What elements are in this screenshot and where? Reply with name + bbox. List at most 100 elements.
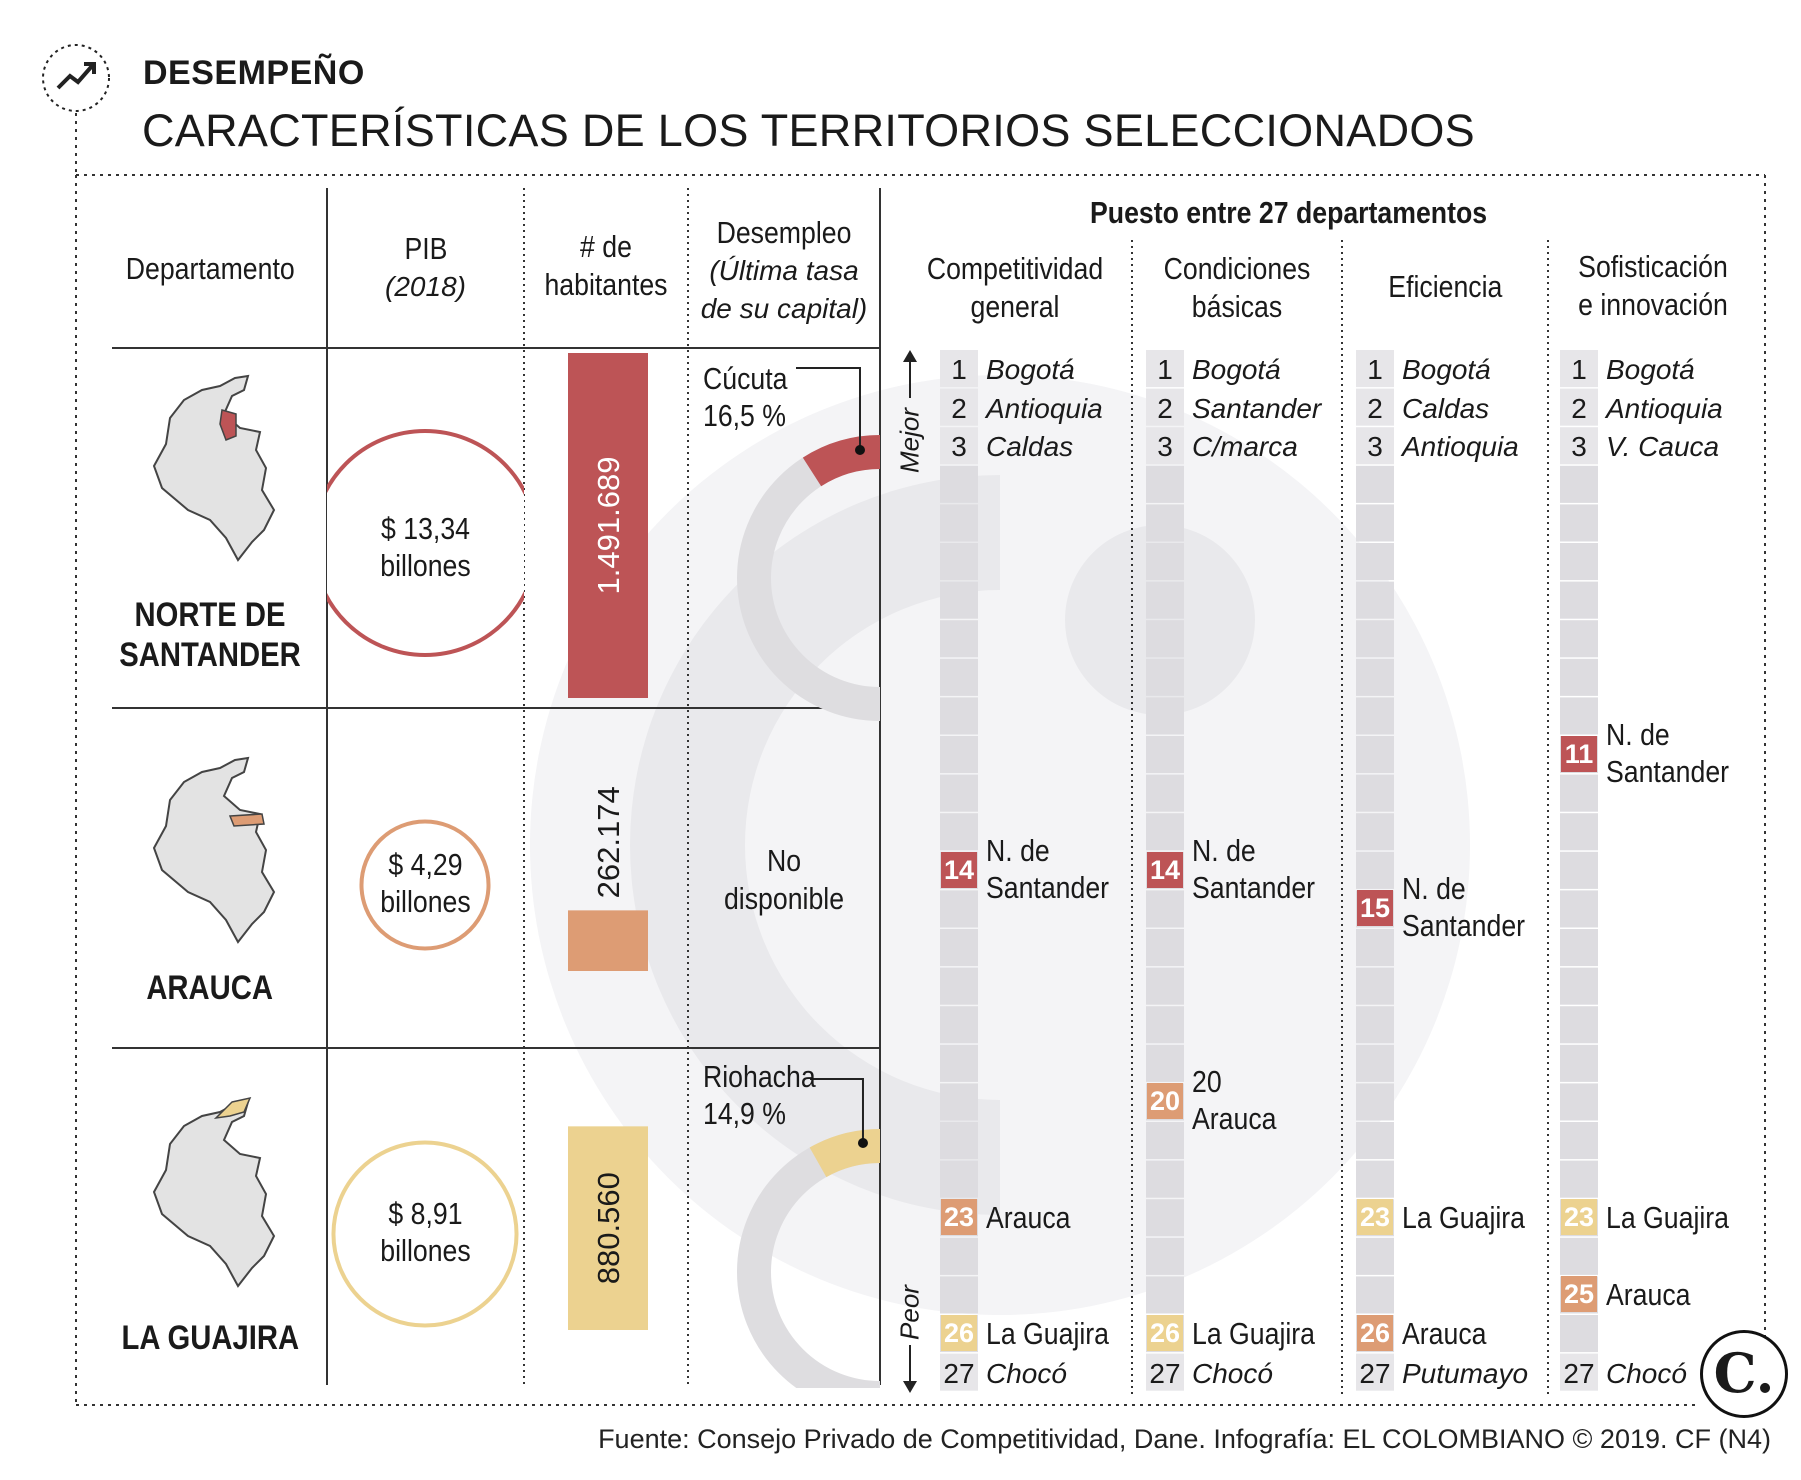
bottom-rank-row: 27 Chocó: [1560, 1356, 1770, 1393]
kicker: DESEMPEÑO: [143, 54, 365, 92]
rank-cell: [940, 543, 978, 581]
rank-cell: [1356, 851, 1394, 889]
pillar-head-competitividad: Competitividad general: [926, 251, 1104, 324]
gauge-dot: [854, 445, 865, 455]
peor-label: Peor: [880, 1275, 940, 1395]
rank-cell: [1356, 929, 1394, 967]
rank-cell: [1146, 620, 1184, 658]
rank-number: 2: [1571, 392, 1587, 424]
rank-dept-name: Bogotá: [1192, 354, 1281, 385]
bottom-rank-row: 27 Chocó: [940, 1356, 1150, 1393]
rank-cell: [940, 1122, 978, 1160]
bottom-rank-row: 27 Putumayo: [1356, 1356, 1566, 1393]
rank-callout-label: La Guajira: [1192, 1316, 1316, 1351]
rank-badge: 15: [1357, 890, 1393, 927]
top-rank-row: 3 V. Cauca: [1560, 429, 1770, 466]
rank-number: 2: [951, 392, 967, 424]
rank-number: 3: [951, 431, 967, 463]
rank-badge: 26: [1357, 1315, 1393, 1351]
rank-cell: [1146, 929, 1184, 967]
rank-cell: [940, 658, 978, 696]
rank-cell: [1560, 581, 1598, 619]
rank-badge: 20: [1147, 1083, 1183, 1120]
rank-cell: [1146, 697, 1184, 735]
top-rank-row: 2 Antioquia: [1560, 391, 1770, 428]
rank-cell: [940, 620, 978, 658]
rank-cell: [1560, 1083, 1598, 1121]
rank-cell: [1356, 581, 1394, 619]
gauge-track: [737, 1129, 880, 1388]
dept-name-arauca: ARAUCA: [146, 969, 274, 1007]
rank-dept-name: Chocó: [1606, 1357, 1687, 1389]
rank-dept-name: Santander: [1192, 392, 1322, 424]
population-label: 1.491.689: [591, 457, 626, 595]
gauge-leader-line: [796, 367, 861, 450]
rank-cell: [1146, 967, 1184, 1005]
rank-cell: [1356, 1160, 1394, 1198]
rank-cell: [1356, 350, 1394, 388]
rank-badge: 14: [941, 851, 977, 888]
rank-callout-label: Arauca: [986, 1200, 1071, 1236]
rank-number: 3: [1157, 431, 1173, 463]
rank-cell: [1356, 697, 1394, 735]
ranking-title: Puesto entre 27 departamentos: [1090, 195, 1488, 230]
rank-callout-label: 20 Arauca: [1192, 1064, 1277, 1137]
rank-dept-name: Bogotá: [986, 354, 1075, 385]
rank-ladder-3: [1560, 350, 1598, 1391]
rank-cell: [1146, 1122, 1184, 1160]
rank-cell: [940, 427, 978, 465]
top-rank-row: 3 Caldas: [940, 429, 1150, 466]
rank-number: 1: [951, 354, 967, 385]
rank-number: 1: [1571, 354, 1587, 385]
rank-cell: [1560, 1122, 1598, 1160]
rank-callout-label: Arauca: [1606, 1277, 1691, 1313]
top-rank-row: 2 Santander: [1146, 391, 1356, 428]
population-bar: [568, 910, 648, 971]
rank-cell: [940, 465, 978, 503]
rank-cell: [1356, 658, 1394, 696]
rank-callout-label: N. de Santander: [1402, 871, 1526, 944]
pib-bubbles: [327, 429, 524, 1328]
gauge-value-arc: [802, 434, 880, 487]
rank-cell: [940, 736, 978, 774]
trend-up-arrow-icon: [40, 42, 112, 114]
rank-badge: 23: [1561, 1199, 1597, 1236]
rank-cell: [1146, 350, 1184, 388]
rank-cell: [1356, 813, 1394, 851]
rank-cell: [1560, 697, 1598, 735]
top-rank-row: 2 Antioquia: [940, 391, 1150, 428]
rank-dept-name: Antioquia: [986, 392, 1103, 424]
rank-cell: [940, 890, 978, 928]
rank-cell: [1560, 1353, 1598, 1391]
rank-cell: [1560, 851, 1598, 889]
rank-cell: [1146, 427, 1184, 465]
pib-value-norte-de-santander: $ 13,34 billones: [380, 511, 471, 583]
rank-number: 2: [1367, 392, 1383, 424]
pillar-head-eficiencia: Eficiencia: [1387, 269, 1503, 304]
rank-cell: [940, 581, 978, 619]
rank-cell: [1146, 543, 1184, 581]
rank-cell: [940, 350, 978, 388]
top-rank-row: 3 C/marca: [1146, 429, 1356, 466]
rank-number: 2: [1157, 392, 1173, 424]
rank-cell: [940, 967, 978, 1005]
rank-dept-name: Chocó: [1192, 1357, 1273, 1389]
pib-bubble: [327, 429, 524, 657]
rank-number: 27: [1359, 1357, 1391, 1389]
rank-cell: [940, 929, 978, 967]
rank-number: 1: [1157, 354, 1173, 385]
rank-dept-name: Antioquia: [1402, 431, 1519, 463]
rank-callout-label: La Guajira: [1402, 1200, 1526, 1236]
rank-cell: [1560, 1006, 1598, 1044]
rank-cell: [1146, 1353, 1184, 1391]
col-head-habitantes: # de habitantes: [544, 229, 668, 302]
rank-callout-label: N. de Santander: [1192, 832, 1316, 905]
rank-dept-name: V. Cauca: [1606, 431, 1720, 463]
rank-cell: [1560, 774, 1598, 812]
rank-cell: [1356, 774, 1394, 812]
rank-cell: [940, 388, 978, 426]
arrow-down-icon: [903, 1345, 917, 1393]
population-bar: [568, 353, 648, 698]
capital-label-cucuta: Cúcuta 16,5 %: [703, 361, 788, 433]
